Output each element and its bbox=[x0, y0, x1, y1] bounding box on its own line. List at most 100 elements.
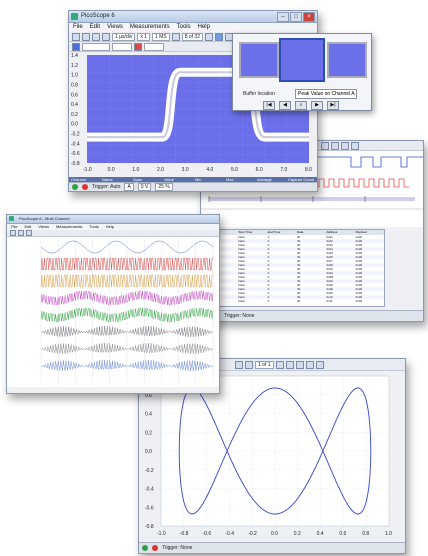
menu-help[interactable]: Help bbox=[197, 24, 210, 30]
next-buffer-icon[interactable] bbox=[275, 360, 284, 369]
samples-select[interactable]: 1 MS bbox=[152, 32, 170, 41]
multi-window-title: PicoScope 6 - Multi Channel bbox=[19, 216, 70, 221]
x-tick-label: 0.0 bbox=[108, 167, 115, 173]
minimize-icon[interactable]: – bbox=[277, 12, 289, 22]
maximize-icon[interactable]: □ bbox=[290, 12, 302, 22]
menu-tools[interactable]: Tools bbox=[176, 24, 191, 30]
stop-icon[interactable] bbox=[152, 545, 158, 551]
next-buffer-icon[interactable] bbox=[204, 32, 213, 41]
measurement-column-header[interactable]: Average bbox=[257, 177, 272, 182]
run-icon[interactable] bbox=[142, 545, 148, 551]
menu-tools[interactable]: Tools bbox=[89, 224, 99, 229]
decode-column-header[interactable]: End Time bbox=[267, 230, 281, 234]
table-cell: 0x00 bbox=[355, 283, 363, 287]
buffer-counter[interactable]: 8 of 32 bbox=[181, 32, 203, 41]
table-cell: 00 bbox=[296, 255, 301, 259]
table-row[interactable]: 17Data0000x110x00 bbox=[208, 299, 384, 303]
last-buffer-icon[interactable]: ▶| bbox=[327, 101, 339, 110]
zoom-icon[interactable] bbox=[295, 360, 304, 369]
menu-measurements[interactable]: Measurements bbox=[129, 24, 170, 30]
trigger-mode[interactable]: Trigger: Auto bbox=[92, 184, 121, 190]
zoom-icon[interactable] bbox=[351, 141, 359, 150]
prev-buffer-icon[interactable] bbox=[245, 360, 253, 369]
scope-mode-icon[interactable] bbox=[10, 230, 16, 236]
zoom-out-icon[interactable] bbox=[315, 360, 324, 369]
xy-trigger-label[interactable]: Trigger: None bbox=[162, 545, 193, 551]
measurement-column-header[interactable]: Value bbox=[164, 177, 174, 182]
table-cell: 0 bbox=[267, 271, 270, 275]
table-cell: 0x00 bbox=[355, 243, 363, 247]
pan-icon[interactable] bbox=[305, 360, 314, 369]
buffer-thumbnail-next[interactable] bbox=[327, 42, 367, 78]
stop-icon[interactable] bbox=[82, 184, 88, 190]
measurement-column-header[interactable]: Name bbox=[102, 177, 113, 182]
measurement-column-header[interactable]: Min bbox=[195, 177, 202, 182]
x-tick-label: 0.2 bbox=[294, 531, 301, 537]
menu-measurements[interactable]: Measurements bbox=[55, 224, 83, 229]
waveform-trace-core bbox=[87, 71, 309, 139]
menu-views[interactable]: Views bbox=[107, 24, 123, 30]
main-window: PicoScope 6 – □ × File Edit Views Measureme… bbox=[68, 10, 318, 192]
menu-edit[interactable]: Edit bbox=[24, 224, 32, 229]
channel-options-icon[interactable] bbox=[102, 32, 110, 41]
table-cell: 0x00 bbox=[355, 263, 363, 267]
menu-file[interactable]: File bbox=[73, 24, 83, 30]
x-tick-label: 0.8 bbox=[362, 531, 369, 537]
persistence-mode-icon[interactable] bbox=[18, 230, 24, 236]
first-buffer-icon[interactable] bbox=[171, 32, 180, 41]
x-tick-label: 3.0 bbox=[182, 167, 189, 173]
channel-a-range[interactable] bbox=[82, 42, 110, 51]
trigger-channel[interactable]: A bbox=[124, 183, 134, 191]
measurement-column-header[interactable]: Capture Count bbox=[288, 177, 315, 182]
prev-buffer-icon[interactable]: ◀ bbox=[279, 101, 291, 110]
next-buffer-icon[interactable] bbox=[341, 141, 349, 150]
decode-column-header[interactable]: Start Time bbox=[238, 230, 252, 234]
trigger-level[interactable]: 0 V bbox=[137, 183, 152, 191]
channel-b-range[interactable] bbox=[144, 42, 164, 51]
table-cell: Data bbox=[238, 259, 245, 263]
buffer-thumbnail-prev[interactable] bbox=[239, 42, 279, 78]
first-buffer-icon[interactable] bbox=[321, 141, 329, 150]
menu-views[interactable]: Views bbox=[38, 224, 49, 229]
first-buffer-icon[interactable]: |◀ bbox=[263, 101, 275, 110]
multi-channel-plot[interactable] bbox=[7, 237, 219, 387]
menu-file[interactable]: File bbox=[11, 224, 18, 229]
app-icon bbox=[9, 216, 14, 221]
buffer-location-select[interactable]: Peak Value on Channel A bbox=[295, 89, 357, 99]
prev-buffer-icon[interactable] bbox=[331, 141, 339, 150]
last-buffer-icon[interactable] bbox=[285, 360, 294, 369]
y-tick-label: 0.6 bbox=[71, 92, 78, 98]
decode-column-header[interactable]: Address bbox=[326, 230, 338, 234]
buffer-overview-icon[interactable] bbox=[214, 32, 223, 41]
close-icon[interactable]: × bbox=[303, 12, 315, 22]
persistence-mode-icon[interactable] bbox=[82, 32, 90, 41]
scope-mode-icon[interactable] bbox=[72, 32, 80, 41]
first-buffer-icon[interactable] bbox=[235, 360, 243, 369]
decode-column-header[interactable]: Data bbox=[296, 230, 304, 234]
run-icon[interactable] bbox=[72, 184, 78, 190]
menu-help[interactable]: Help bbox=[105, 224, 115, 229]
channel-a-icon[interactable] bbox=[72, 42, 80, 51]
spectrum-mode-icon[interactable] bbox=[26, 230, 32, 236]
decode-trigger-label[interactable]: Trigger: None bbox=[224, 313, 255, 319]
channel-trace bbox=[40, 342, 213, 355]
measurement-column-header[interactable]: Channel bbox=[71, 177, 86, 182]
measurement-column-header[interactable]: Max bbox=[226, 177, 234, 182]
pre-trigger-percent[interactable]: 25 % bbox=[155, 183, 173, 191]
zoom-icon[interactable]: ⌕ bbox=[295, 101, 307, 110]
spectrum-mode-icon[interactable] bbox=[92, 32, 100, 41]
table-cell: 0x00 bbox=[355, 259, 363, 263]
measurement-column-header[interactable]: Span bbox=[133, 177, 143, 182]
buffer-thumbnail-current[interactable] bbox=[279, 38, 325, 82]
decode-column-header[interactable]: Payload bbox=[355, 230, 367, 234]
main-toolbar-1: 1 µs/div x 1 1 MS 8 of 32 bbox=[69, 32, 317, 42]
next-buffer-icon[interactable]: ▶ bbox=[311, 101, 323, 110]
xy-buffer-counter[interactable]: 1 of 1 bbox=[255, 360, 274, 369]
menu-edit[interactable]: Edit bbox=[89, 24, 101, 30]
timebase-select[interactable]: 1 µs/div bbox=[112, 32, 136, 41]
zoom-select[interactable]: x 1 bbox=[137, 32, 151, 41]
channel-a-coupling[interactable] bbox=[112, 42, 132, 51]
xy-plot[interactable]: 0.80.60.40.20.0-0.2-0.4-0.6-0.8-1.0-0.8-… bbox=[139, 372, 405, 542]
channel-trace bbox=[40, 257, 213, 271]
channel-b-icon[interactable] bbox=[134, 42, 142, 51]
